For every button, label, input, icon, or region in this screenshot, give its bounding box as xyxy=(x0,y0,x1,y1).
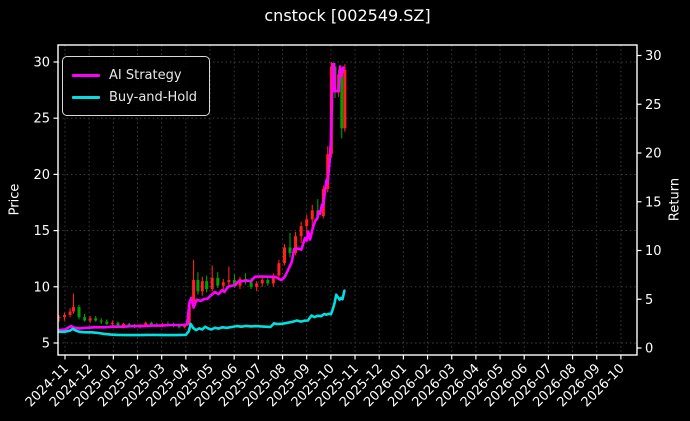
candle-body xyxy=(144,322,148,326)
buy-and-hold-line-swatch xyxy=(72,95,100,99)
left-tick-label: 30 xyxy=(33,56,50,71)
left-tick-label: 15 xyxy=(33,224,50,239)
candle-body xyxy=(310,210,314,220)
candle-body xyxy=(196,280,200,292)
candle-body xyxy=(277,263,281,276)
candle-body xyxy=(105,321,109,324)
left-tick-label: 20 xyxy=(33,168,50,183)
candle-body xyxy=(343,69,347,129)
candle-body xyxy=(205,281,209,290)
candle-body xyxy=(68,311,72,315)
candle-body xyxy=(110,322,114,324)
candle-body xyxy=(127,323,131,327)
legend-label-ai-strategy: AI Strategy xyxy=(109,67,182,83)
candle-body xyxy=(255,283,259,287)
candle-body xyxy=(288,247,292,254)
candle-body xyxy=(232,280,236,286)
left-tick-label: 25 xyxy=(33,112,50,127)
right-tick-label: 30 xyxy=(645,49,662,64)
right-tick-label: 0 xyxy=(645,342,653,357)
candle-body xyxy=(271,275,275,284)
buy-and-hold-line xyxy=(57,289,346,337)
candle-body xyxy=(121,323,125,327)
candle-body xyxy=(340,74,344,129)
candle-body xyxy=(183,325,187,328)
candle-body xyxy=(282,247,286,264)
candle-body xyxy=(177,326,181,328)
right-tick-label: 25 xyxy=(645,98,662,113)
right-tick-label: 15 xyxy=(645,195,662,210)
candle-body xyxy=(77,307,81,318)
right-tick-label: 10 xyxy=(645,244,662,259)
right-tick-label: 5 xyxy=(645,293,653,308)
ai-strategy-line xyxy=(57,62,345,332)
candle-body xyxy=(266,280,270,284)
ai-strategy-line-swatch xyxy=(72,73,100,77)
candle-body xyxy=(216,277,220,286)
candle-body xyxy=(299,226,303,237)
candle-body xyxy=(63,314,67,318)
left-tick-label: 10 xyxy=(33,280,50,295)
plot-border xyxy=(57,44,638,356)
candle-body xyxy=(200,281,204,292)
candle-body xyxy=(57,317,61,319)
legend-item-buy-and-hold: Buy-and-Hold xyxy=(72,86,197,108)
left-tick-label: 5 xyxy=(42,337,50,352)
candle-body xyxy=(210,277,214,290)
candle-body xyxy=(149,322,153,326)
candle-body xyxy=(294,236,298,254)
candle-body xyxy=(192,280,196,304)
chart-title: cnstock [002549.SZ] xyxy=(264,6,431,25)
legend: AI Strategy Buy-and-Hold xyxy=(62,56,211,116)
candle-body xyxy=(249,282,253,287)
legend-label-buy-and-hold: Buy-and-Hold xyxy=(109,89,198,105)
candle-body xyxy=(260,280,264,284)
candle-body xyxy=(83,317,87,321)
candle-body xyxy=(94,318,98,321)
candle-body xyxy=(116,322,120,327)
candle-body xyxy=(221,282,225,286)
candle-body xyxy=(305,219,309,227)
candle-body xyxy=(88,318,92,321)
right-tick-label: 20 xyxy=(645,147,662,162)
candle-body xyxy=(99,320,103,322)
candle-body xyxy=(71,307,75,312)
candle-body xyxy=(227,280,231,283)
legend-item-ai-strategy: AI Strategy xyxy=(72,64,197,86)
